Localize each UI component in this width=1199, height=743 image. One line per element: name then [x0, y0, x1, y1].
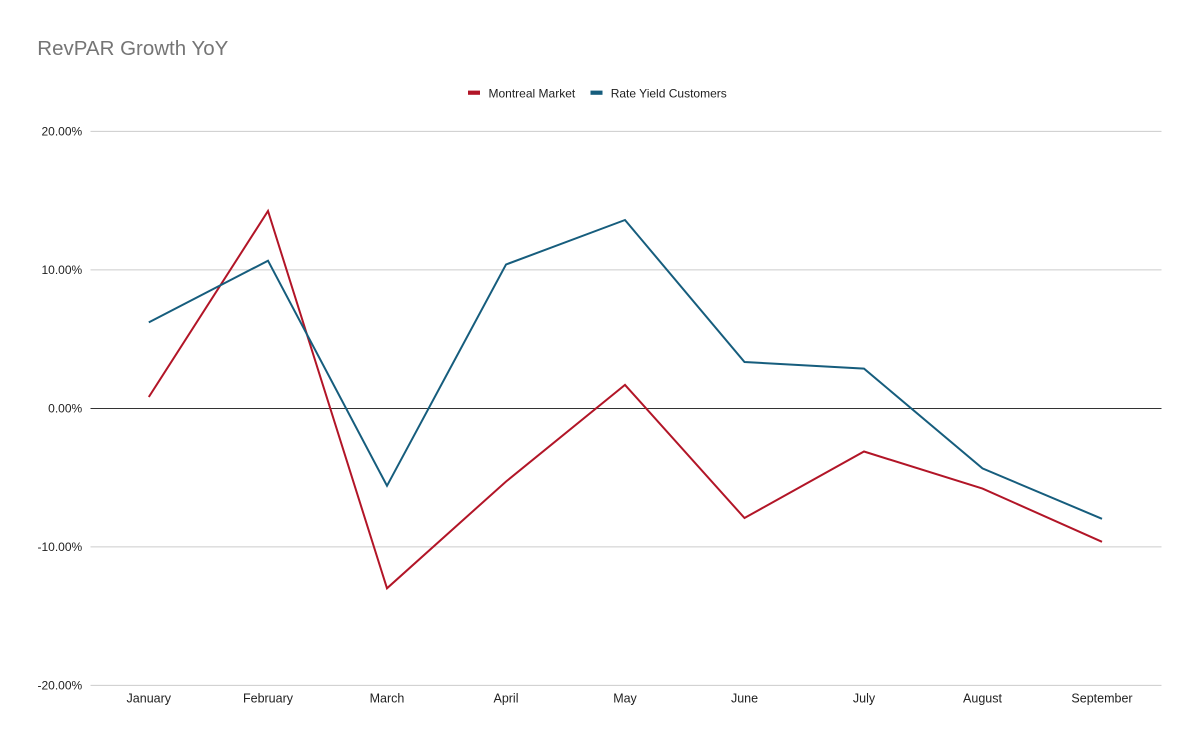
svg-text:March: March	[370, 692, 405, 706]
svg-text:June: June	[731, 692, 758, 706]
svg-text:August: August	[963, 692, 1002, 706]
svg-text:-10.00%: -10.00%	[37, 540, 82, 554]
svg-text:Rate Yield Customers: Rate Yield Customers	[611, 86, 727, 100]
svg-text:Montreal Market: Montreal Market	[489, 86, 576, 100]
svg-text:-20.00%: -20.00%	[37, 679, 82, 693]
svg-text:10.00%: 10.00%	[41, 263, 82, 277]
svg-text:May: May	[613, 692, 637, 706]
svg-text:September: September	[1071, 692, 1132, 706]
svg-text:20.00%: 20.00%	[41, 125, 82, 139]
svg-text:RevPAR Growth YoY: RevPAR Growth YoY	[37, 37, 228, 60]
svg-text:0.00%: 0.00%	[48, 402, 82, 416]
svg-text:February: February	[243, 692, 294, 706]
svg-text:January: January	[127, 692, 172, 706]
svg-text:April: April	[493, 692, 518, 706]
svg-text:July: July	[853, 692, 876, 706]
